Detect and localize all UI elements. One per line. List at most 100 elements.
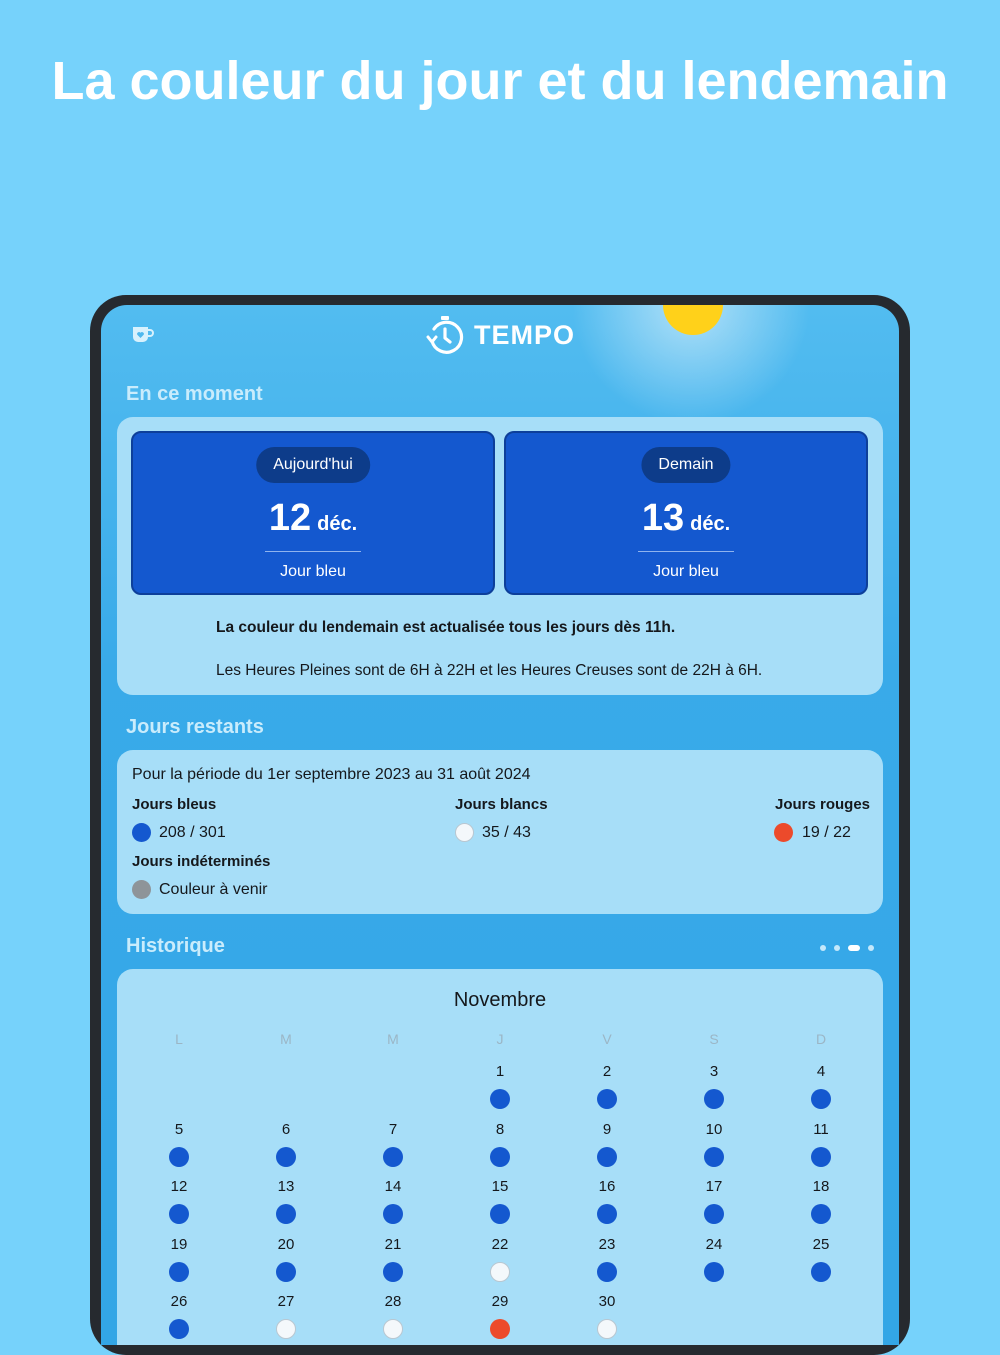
page-dot[interactable] [820, 945, 826, 951]
calendar-day-number: 19 [170, 1235, 188, 1253]
calendar-day-number: 1 [495, 1063, 505, 1080]
section-title-remaining: Jours restants [126, 716, 264, 738]
calendar-day-dot-blue[interactable] [169, 1204, 189, 1224]
calendar-day-number: 15 [491, 1178, 509, 1195]
calendar-day-dot-blue[interactable] [383, 1204, 403, 1224]
calendar-day-dot-blue[interactable] [490, 1146, 510, 1167]
month-title: Novembre [453, 989, 547, 1011]
history-page-indicator[interactable] [820, 945, 874, 951]
tomorrow-divider [638, 551, 734, 552]
calendar-day-number: 8 [495, 1120, 505, 1138]
headline: La couleur du jour et du lendemain [51, 51, 949, 111]
weekday-header: M [280, 1031, 292, 1047]
calendar-day-dot-white[interactable] [490, 1261, 510, 1282]
calendar-day-dot-blue[interactable] [276, 1261, 296, 1282]
red-dot [774, 823, 793, 842]
calendar-day-dot-blue[interactable] [490, 1089, 510, 1109]
calendar-day-dot-blue[interactable] [490, 1204, 510, 1224]
stopwatch-icon [426, 316, 464, 354]
undetermined-days-value: Couleur à venir [159, 881, 268, 898]
tomorrow-date: 13 déc. [506, 497, 866, 540]
blue-days-label: Jours bleus [132, 796, 217, 813]
weekday-header: S [709, 1031, 719, 1047]
calendar-day-dot-white[interactable] [276, 1319, 296, 1339]
calendar-day-number: 18 [812, 1178, 830, 1195]
calendar-day-dot-blue[interactable] [169, 1146, 189, 1167]
calendar-day-dot-blue[interactable] [811, 1204, 831, 1224]
calendar-day-number: 26 [170, 1293, 188, 1310]
today-divider [265, 551, 361, 552]
calendar-day-number: 28 [384, 1293, 402, 1310]
today-month: déc. [317, 513, 358, 535]
calendar-day-number: 14 [384, 1178, 402, 1195]
weekday-header: J [496, 1031, 504, 1047]
undetermined-dot [132, 880, 151, 899]
page-dot[interactable] [834, 945, 840, 951]
calendar-day-number: 9 [602, 1120, 612, 1138]
calendar-day-number: 4 [816, 1063, 826, 1080]
calendar-day-dot-blue[interactable] [597, 1204, 617, 1224]
blue-days-value: 208 / 301 [159, 824, 226, 841]
calendar-day-dot-blue[interactable] [704, 1204, 724, 1224]
section-title-history: Historique [126, 935, 225, 957]
undetermined-days-label: Jours indéterminés [132, 853, 271, 870]
tomorrow-box[interactable]: Demain 13 déc. Jour bleu [504, 431, 868, 595]
calendar-day-dot-white[interactable] [597, 1319, 617, 1339]
calendar-day-number: 13 [277, 1178, 295, 1195]
calendar-day-number: 24 [705, 1235, 723, 1253]
now-card: Aujourd'hui 12 déc. Jour bleu Demain 13 dé… [117, 417, 883, 695]
calendar-day-dot-blue[interactable] [704, 1146, 724, 1167]
today-color-label: Jour bleu [280, 563, 346, 580]
calendar-day-dot-blue[interactable] [811, 1146, 831, 1167]
tomorrow-pill: Demain [641, 447, 731, 483]
calendar-day-dot-blue[interactable] [597, 1261, 617, 1282]
remaining-card: Pour la période du 1er septembre 2023 au… [117, 750, 883, 914]
app-logo: TEMPO [426, 315, 575, 355]
calendar-day-number: 17 [705, 1178, 723, 1195]
update-note: La couleur du lendemain est actualisée t… [216, 619, 676, 636]
history-card: Novembre L M M J V S D 1 2 3 4 5 6 7 8 9 10 11 12 13 14 15 16 1… [117, 969, 883, 1345]
calendar-day-dot-blue[interactable] [276, 1146, 296, 1167]
calendar-day-dot-blue[interactable] [383, 1261, 403, 1282]
calendar-day-number: 5 [174, 1120, 184, 1138]
calendar-day-number: 22 [491, 1235, 509, 1253]
app-screen: TEMPO En ce moment Aujourd'hui 12 déc. Jo… [101, 305, 899, 1345]
calendar-day-dot-blue[interactable] [704, 1089, 724, 1109]
weekday-header: V [602, 1031, 612, 1047]
calendar-day-dot-blue[interactable] [276, 1204, 296, 1224]
calendar-day-number: 12 [170, 1178, 188, 1195]
calendar-day-dot-blue[interactable] [597, 1089, 617, 1109]
weekday-header: L [175, 1031, 183, 1047]
period-text: Pour la période du 1er septembre 2023 au… [132, 766, 531, 783]
calendar-day-number: 20 [277, 1235, 295, 1253]
page-dot[interactable] [848, 945, 860, 951]
white-days-label: Jours blancs [455, 796, 548, 813]
calendar-day-number: 3 [709, 1063, 719, 1080]
calendar-day-dot-blue[interactable] [811, 1089, 831, 1109]
calendar-day-number: 21 [384, 1235, 402, 1253]
calendar-day-dot-red[interactable] [490, 1319, 510, 1339]
calendar-day-number: 30 [598, 1293, 616, 1310]
calendar-day-dot-blue[interactable] [169, 1319, 189, 1339]
section-title-now: En ce moment [126, 383, 263, 405]
calendar-day-dot-blue[interactable] [383, 1146, 403, 1167]
calendar-day-number: 25 [812, 1235, 830, 1253]
calendar-day-number: 11 [813, 1120, 829, 1138]
page-dot[interactable] [868, 945, 874, 951]
weekday-header: M [387, 1031, 399, 1047]
calendar-day-number: 27 [277, 1293, 295, 1310]
calendar-day-dot-white[interactable] [383, 1319, 403, 1339]
tomorrow-day: 13 [641, 497, 685, 539]
weekday-header: D [815, 1031, 827, 1047]
calendar-day-dot-blue[interactable] [811, 1261, 831, 1282]
calendar-day-dot-blue[interactable] [169, 1261, 189, 1282]
heart-cup-icon[interactable] [131, 324, 155, 346]
calendar-day-dot-blue[interactable] [704, 1261, 724, 1282]
calendar-day-dot-blue[interactable] [597, 1146, 617, 1167]
calendar-day-number: 16 [598, 1178, 616, 1195]
today-day: 12 [268, 497, 312, 539]
calendar-day-number: 6 [281, 1120, 291, 1138]
white-dot [455, 823, 474, 842]
calendar-day-number: 23 [598, 1235, 616, 1253]
today-box[interactable]: Aujourd'hui 12 déc. Jour bleu [131, 431, 495, 595]
